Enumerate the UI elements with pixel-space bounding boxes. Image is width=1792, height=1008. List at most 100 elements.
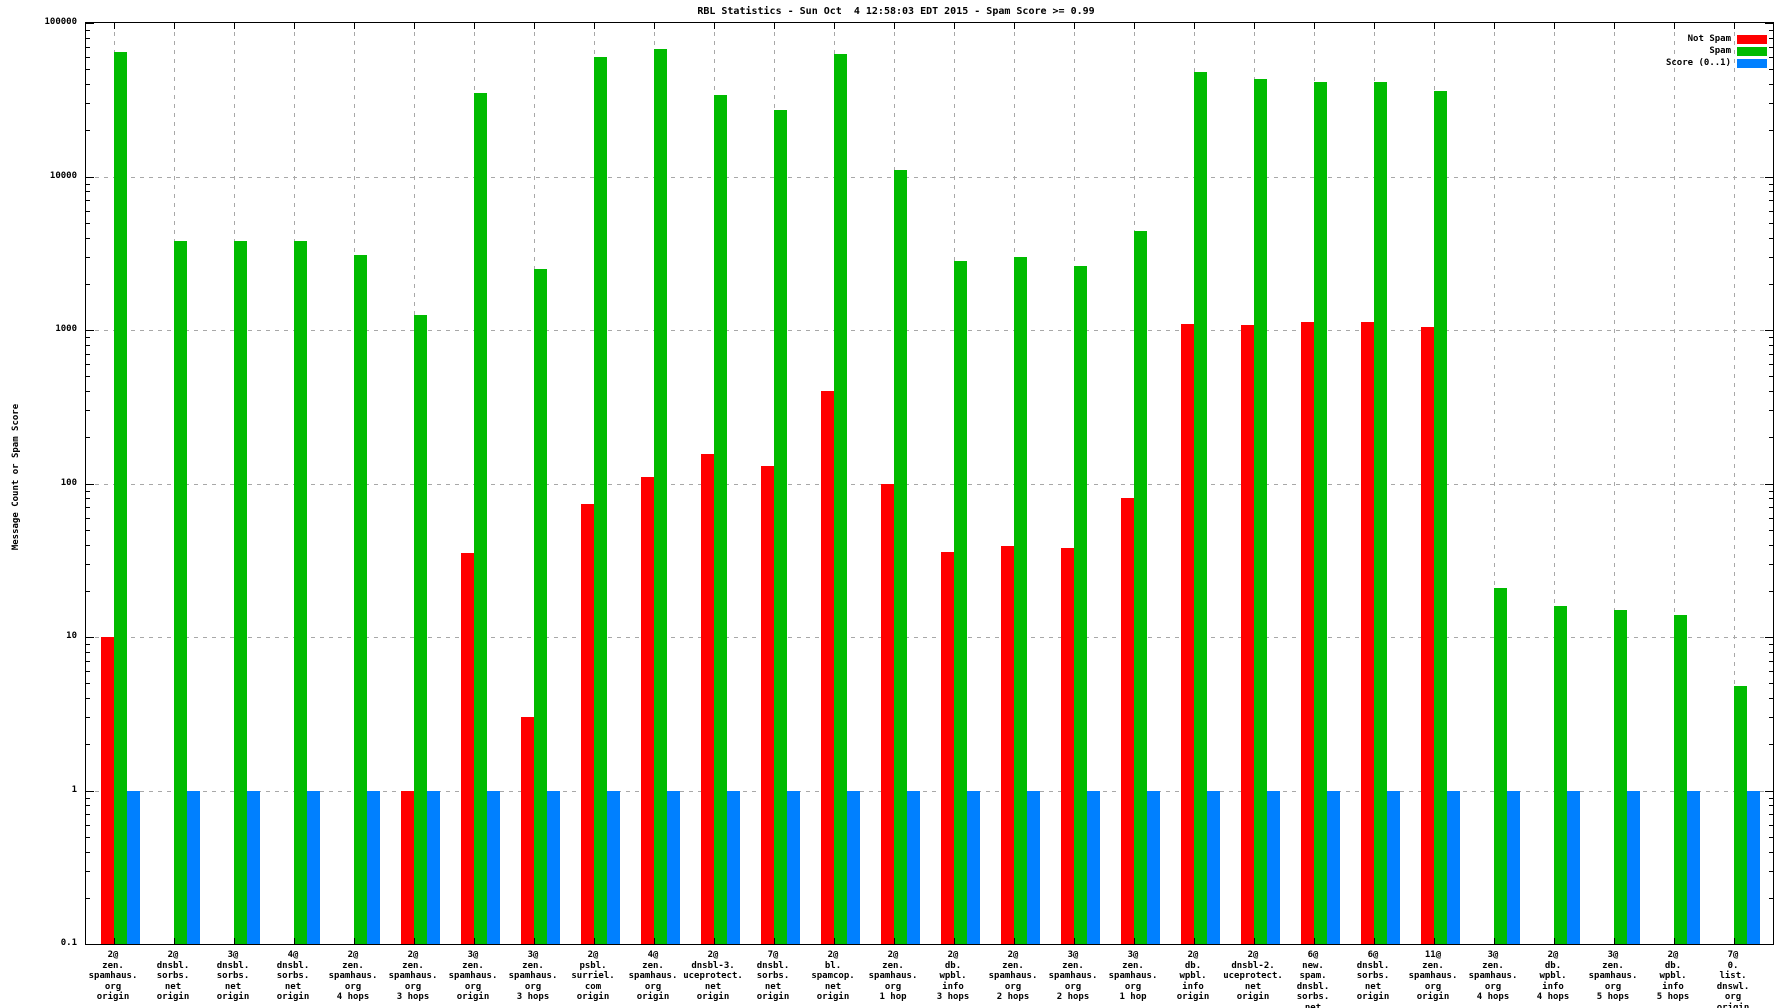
- y-minor-tick: [1769, 410, 1773, 412]
- score-swatch: [1737, 58, 1767, 68]
- not-spam-bar: [1361, 321, 1374, 944]
- x-top-tick: [1254, 23, 1255, 29]
- legend-item-score: Score (0..1): [1666, 57, 1767, 69]
- score-0-1--bar: [1267, 791, 1280, 944]
- x-bottom-tick: [1734, 938, 1735, 944]
- y-tick-label: 100000: [44, 17, 77, 27]
- y-minor-tick: [86, 507, 90, 509]
- x-tick-label: 11@ zen. spamhaus. org origin: [1408, 950, 1458, 1002]
- y-minor-tick: [1769, 498, 1773, 500]
- y-tick-label: 1000: [55, 324, 77, 334]
- spam-bar: [714, 94, 727, 944]
- x-top-tick: [594, 23, 595, 29]
- y-minor-tick: [1769, 814, 1773, 816]
- spam-bar: [1134, 231, 1147, 944]
- x-bottom-tick: [1254, 938, 1255, 944]
- y-major-tick: [86, 483, 94, 485]
- x-tick-label: 3@ zen. spamhaus. org 5 hops: [1588, 950, 1638, 1002]
- legend-label: Spam: [1709, 46, 1731, 56]
- y-major-tick: [1765, 637, 1773, 638]
- x-top-tick: [894, 23, 895, 29]
- x-top-tick: [1494, 23, 1495, 29]
- spam-bar: [1674, 614, 1687, 944]
- x-top-tick: [834, 23, 835, 29]
- y-minor-tick: [1769, 824, 1773, 826]
- x-tick-label: 2@ dnsbl. sorbs. net origin: [156, 950, 190, 1002]
- x-bottom-tick: [114, 938, 115, 944]
- legend-label: Not Spam: [1687, 34, 1731, 44]
- x-top-tick: [774, 23, 775, 29]
- y-minor-tick: [86, 130, 90, 132]
- x-top-tick: [474, 23, 475, 29]
- x-top-tick: [1374, 23, 1375, 29]
- y-minor-tick: [1769, 391, 1773, 393]
- y-minor-tick: [86, 210, 90, 212]
- not-spam-bar: [581, 504, 594, 944]
- score-0-1--bar: [847, 791, 860, 944]
- y-minor-tick: [1769, 191, 1773, 193]
- x-top-tick: [234, 23, 235, 29]
- y-tick-label: 10000: [49, 170, 77, 181]
- x-tick-label: 2@ bl. spamcop. net origin: [811, 950, 855, 1002]
- x-tick-label: 2@ zen. spamhaus. org 1 hop: [868, 950, 918, 1002]
- y-minor-tick: [1769, 717, 1773, 719]
- x-gridline: [1554, 23, 1555, 944]
- plot-area: Not Spam Spam Score (0..1): [85, 22, 1774, 945]
- score-0-1--bar: [307, 791, 320, 944]
- x-top-tick: [1014, 23, 1015, 29]
- y-minor-tick: [86, 644, 90, 646]
- y-minor-tick: [86, 836, 90, 838]
- y-minor-tick: [86, 37, 90, 39]
- y-minor-tick: [1769, 744, 1773, 746]
- not-spam-bar: [1421, 326, 1434, 944]
- score-0-1--bar: [607, 791, 620, 944]
- x-top-tick: [1554, 23, 1555, 29]
- y-minor-tick: [1769, 671, 1773, 673]
- score-0-1--bar: [1567, 791, 1580, 944]
- y-minor-tick: [1769, 507, 1773, 509]
- score-0-1--bar: [1147, 791, 1160, 944]
- x-top-tick: [1614, 23, 1615, 29]
- not-spam-bar: [401, 790, 414, 944]
- x-top-tick: [1314, 23, 1315, 29]
- y-minor-tick: [1769, 644, 1773, 646]
- x-bottom-tick: [1194, 938, 1195, 944]
- score-0-1--bar: [1507, 791, 1520, 944]
- y-minor-tick: [86, 353, 90, 355]
- x-tick-label: 2@ dnsbl-2. uceprotect. net origin: [1223, 950, 1283, 1002]
- y-minor-tick: [86, 544, 90, 546]
- x-tick-label: 2@ db. wpbl. info 3 hops: [936, 950, 970, 1002]
- y-minor-tick: [86, 57, 90, 59]
- y-minor-tick: [86, 870, 90, 872]
- y-minor-tick: [86, 897, 90, 899]
- spam-bar: [1434, 91, 1447, 944]
- x-bottom-tick: [474, 938, 475, 944]
- spam-bar: [654, 48, 667, 944]
- not-spam-bar: [1061, 548, 1074, 944]
- x-bottom-tick: [234, 938, 235, 944]
- x-bottom-tick: [1494, 938, 1495, 944]
- y-minor-tick: [86, 698, 90, 700]
- x-tick-label: 4@ dnsbl. sorbs. net origin: [276, 950, 310, 1002]
- spam-bar: [174, 241, 187, 944]
- chart-title: RBL Statistics - Sun Oct 4 12:58:03 EDT …: [697, 6, 1095, 17]
- y-major-tick: [86, 23, 94, 24]
- score-0-1--bar: [1687, 791, 1700, 944]
- y-major-tick: [86, 176, 94, 178]
- y-minor-tick: [86, 498, 90, 500]
- y-minor-tick: [86, 222, 90, 224]
- spam-bar: [234, 241, 247, 944]
- spam-bar: [1074, 266, 1087, 944]
- spam-bar: [834, 53, 847, 944]
- not-spam-bar: [821, 391, 834, 944]
- y-minor-tick: [1769, 222, 1773, 224]
- y-major-tick: [1765, 176, 1773, 178]
- score-0-1--bar: [1447, 791, 1460, 944]
- y-minor-tick: [1769, 851, 1773, 853]
- spam-bar: [894, 170, 907, 944]
- score-0-1--bar: [367, 791, 380, 944]
- y-minor-tick: [1769, 490, 1773, 492]
- spam-bar: [1014, 256, 1027, 944]
- x-bottom-tick: [534, 938, 535, 944]
- score-0-1--bar: [967, 791, 980, 944]
